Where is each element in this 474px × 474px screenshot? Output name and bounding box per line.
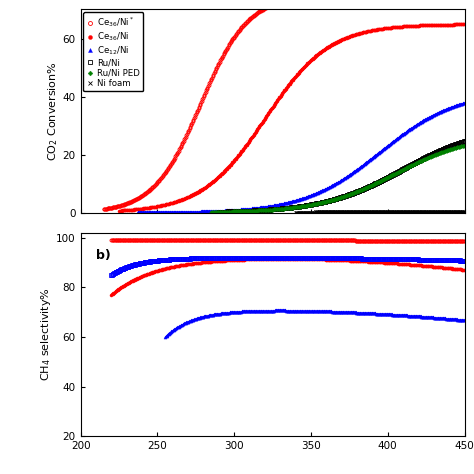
Ru/Ni xyxy=(216,209,222,215)
Ce$_{36}$/Ni xyxy=(136,206,141,212)
Ru/Ni PED xyxy=(209,209,214,215)
Ru/Ni xyxy=(428,152,433,158)
Ni foam xyxy=(462,209,467,214)
Ru/Ni PED xyxy=(301,203,307,209)
Line: Ce$_{36}$/Ni$^*$: Ce$_{36}$/Ni$^*$ xyxy=(102,0,466,210)
Line: Ru/Ni PED: Ru/Ni PED xyxy=(210,144,466,213)
Ru/Ni PED xyxy=(462,143,467,148)
Y-axis label: CO$_2$ Conversion%: CO$_2$ Conversion% xyxy=(46,61,60,161)
Ce$_{36}$/Ni xyxy=(414,23,420,28)
Ce$_{12}$/Ni xyxy=(135,210,140,215)
Ni foam xyxy=(399,209,404,215)
Ce$_{12}$/Ni xyxy=(294,197,300,203)
Ce$_{36}$/Ni xyxy=(325,44,331,50)
Ni foam xyxy=(293,210,299,216)
Ce$_{36}$/Ni$^*$ xyxy=(230,36,236,41)
Ce$_{36}$/Ni xyxy=(360,29,366,35)
Ru/Ni xyxy=(342,193,348,199)
Ni foam xyxy=(298,210,303,216)
Ni foam xyxy=(348,210,354,215)
Ru/Ni PED xyxy=(456,144,462,150)
Line: Ni foam: Ni foam xyxy=(294,210,466,214)
Ce$_{12}$/Ni xyxy=(462,100,467,106)
Ce$_{36}$/Ni$^*$ xyxy=(137,194,143,200)
Ru/Ni xyxy=(225,209,230,214)
Line: Ru/Ni: Ru/Ni xyxy=(218,140,466,213)
Line: Ce$_{12}$/Ni: Ce$_{12}$/Ni xyxy=(136,101,466,214)
Ru/Ni xyxy=(462,138,467,144)
Ru/Ni xyxy=(232,209,238,214)
Ce$_{12}$/Ni xyxy=(171,209,176,215)
Y-axis label: CH$_4$ selectivity%: CH$_4$ selectivity% xyxy=(39,288,53,382)
Ru/Ni xyxy=(391,171,397,177)
Ru/Ni PED xyxy=(294,204,300,210)
Ce$_{36}$/Ni xyxy=(424,22,429,28)
Ce$_{36}$/Ni xyxy=(379,26,385,32)
Ni foam xyxy=(356,210,362,215)
Ru/Ni PED xyxy=(391,171,397,177)
Ru/Ni PED xyxy=(225,209,231,214)
Ru/Ni PED xyxy=(424,155,429,161)
Ce$_{12}$/Ni xyxy=(215,208,220,214)
Line: Ce$_{36}$/Ni: Ce$_{36}$/Ni xyxy=(118,23,466,212)
Ce$_{12}$/Ni xyxy=(284,200,290,206)
Ce$_{36}$/Ni$^*$ xyxy=(292,0,298,2)
Ce$_{36}$/Ni xyxy=(116,208,122,213)
Ni foam xyxy=(389,209,395,215)
Ce$_{36}$/Ni xyxy=(462,21,467,27)
Ce$_{12}$/Ni xyxy=(175,209,181,215)
Legend: Ce$_{36}$/Ni$^*$, Ce$_{36}$/Ni, Ce$_{12}$/Ni, Ru/Ni, Ru/Ni PED, Ni foam: Ce$_{36}$/Ni$^*$, Ce$_{36}$/Ni, Ce$_{12}… xyxy=(83,12,143,91)
Ni foam xyxy=(365,210,371,215)
Text: b): b) xyxy=(96,249,111,262)
Ce$_{12}$/Ni xyxy=(182,209,188,215)
Ce$_{36}$/Ni$^*$ xyxy=(101,206,107,212)
Ru/Ni xyxy=(460,139,465,145)
